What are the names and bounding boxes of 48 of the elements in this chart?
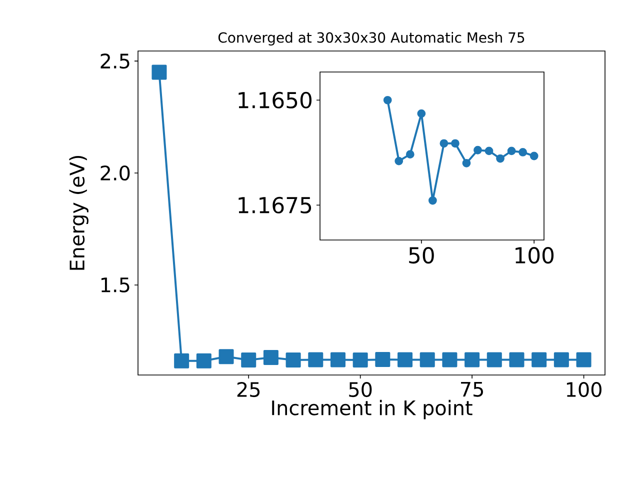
x-tick-label: 25 xyxy=(237,382,260,398)
x-axis-title: Increment in K point xyxy=(272,400,472,420)
point xyxy=(417,109,426,118)
point xyxy=(484,146,494,156)
point xyxy=(330,352,346,368)
point xyxy=(464,352,480,368)
point xyxy=(308,352,324,368)
point xyxy=(486,352,502,368)
point xyxy=(196,353,212,368)
point xyxy=(406,150,414,159)
point xyxy=(174,353,190,368)
y-axis-title: Energy (eV) xyxy=(69,156,88,270)
point xyxy=(352,352,368,368)
point xyxy=(474,146,482,154)
point xyxy=(218,349,234,364)
point xyxy=(507,146,516,156)
point xyxy=(394,156,404,166)
point xyxy=(576,352,592,368)
y-tick-label: 2.5 xyxy=(100,54,130,69)
point xyxy=(496,154,504,163)
x-tick-label: 75 xyxy=(461,382,483,397)
point xyxy=(152,64,167,80)
point xyxy=(554,352,569,368)
x-tick-label: 100 xyxy=(566,382,602,398)
x-tick-label: 50 xyxy=(349,382,372,398)
y-tick-label: 1.1650 xyxy=(238,92,312,108)
point xyxy=(241,352,256,368)
x-tick-label: 100 xyxy=(516,247,554,264)
point xyxy=(530,152,538,160)
point xyxy=(440,139,448,148)
point xyxy=(263,350,278,366)
point xyxy=(398,352,413,368)
point xyxy=(428,196,437,205)
x-tick-label: 50 xyxy=(409,247,434,264)
y-tick-label: 1.5 xyxy=(101,278,130,292)
point xyxy=(518,148,528,156)
point xyxy=(383,96,392,104)
point xyxy=(420,352,435,368)
point xyxy=(509,352,524,368)
y-tick-label: 1.1675 xyxy=(238,196,312,214)
point xyxy=(286,352,301,368)
point xyxy=(462,158,471,168)
point xyxy=(375,352,390,368)
point xyxy=(451,139,460,148)
point xyxy=(442,352,458,368)
y-tick-label: 2.0 xyxy=(100,166,130,181)
chart-title: Converged at 30x30x30 Automatic Mesh 75 xyxy=(218,32,524,46)
point xyxy=(532,352,547,368)
